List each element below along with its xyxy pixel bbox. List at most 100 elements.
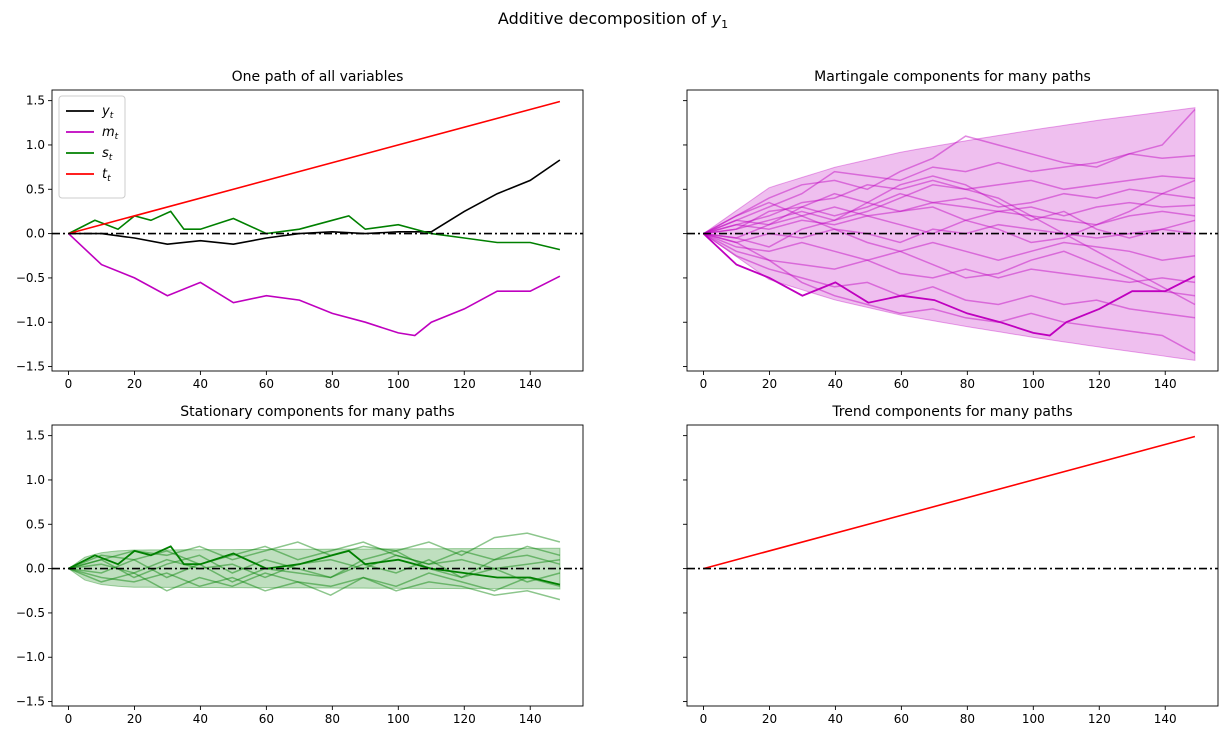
figure-title-sub: 1 <box>721 18 728 31</box>
legend-label: mt <box>102 125 119 142</box>
y-tick-label: 1.5 <box>26 429 45 443</box>
series-line-t <box>703 435 1196 570</box>
sample-path-2 <box>703 153 1195 235</box>
legend-sub: t <box>109 153 113 163</box>
legend-sub: t <box>110 111 114 121</box>
plot-content <box>687 107 1218 361</box>
subplot-1: 0 20 40 60 80 100 120 140 −1.5 −1.0 −0.5 0.0 0.5 1.0 1… <box>16 69 584 391</box>
x-tick-label: 40 <box>193 377 208 391</box>
x-tick-label: 80 <box>960 377 975 391</box>
series-line-s <box>68 210 561 251</box>
x-tick-label: 80 <box>325 377 340 391</box>
x-tick-label: 100 <box>1022 712 1045 726</box>
sample-path-5 <box>703 201 1195 239</box>
legend-var: t <box>102 167 108 182</box>
x-tick-label: 60 <box>259 377 274 391</box>
subplot-2: 0 20 40 60 80 100 120 140 Martingale components … <box>683 69 1219 391</box>
y-tick-label: 0.5 <box>26 517 45 531</box>
x-tick-label: 140 <box>1154 712 1177 726</box>
x-tick-label: 20 <box>127 712 142 726</box>
sample-path-11 <box>703 232 1196 354</box>
y-tick-label: 1.5 <box>26 94 45 108</box>
x-tick-label: 20 <box>762 712 777 726</box>
x-tick-label: 120 <box>1088 377 1111 391</box>
legend-sub: t <box>115 132 119 142</box>
sample-path-3 <box>68 554 561 579</box>
axes-frame <box>51 89 584 372</box>
axes-layer: 0 20 40 60 80 100 120 140 −1.5 −1.0 −0.5 0.0 0.5 1.0 1… <box>16 69 1219 726</box>
x-tick-label: 0 <box>65 377 73 391</box>
x-tick-label: 120 <box>1088 712 1111 726</box>
legend-box <box>58 95 126 199</box>
axes-frame <box>51 424 584 707</box>
subplot-3: 0 20 40 60 80 100 120 140 −1.5 −1.0 −0.5 0.0 0.5 1.0 1… <box>16 404 584 726</box>
y-tick-label: 0.0 <box>26 562 45 576</box>
subplot-title: Trend components for many paths <box>831 404 1072 420</box>
y-tick-label: 0.0 <box>26 227 45 241</box>
plot-area <box>52 425 583 706</box>
subplot-title: Martingale components for many paths <box>814 69 1091 85</box>
x-tick-label: 100 <box>1022 377 1045 391</box>
y-tick-label: 1.0 <box>26 473 45 487</box>
sample-path-6 <box>68 567 561 597</box>
y-tick-label: −0.5 <box>16 606 45 620</box>
x-tick-label: 20 <box>127 377 142 391</box>
y-tick-label: 1.0 <box>26 138 45 152</box>
x-tick-label: 0 <box>700 377 708 391</box>
x-tick-label: 20 <box>762 377 777 391</box>
x-tick-label: 120 <box>453 377 476 391</box>
x-tick-label: 40 <box>828 712 843 726</box>
legend-sub: t <box>107 174 111 184</box>
sample-path-13 <box>703 184 1196 306</box>
x-tick-label: 60 <box>894 712 909 726</box>
x-tick-label: 100 <box>387 712 410 726</box>
legend-var: m <box>102 125 115 140</box>
y-tick-label: −0.5 <box>16 271 45 285</box>
y-tick-label: −1.0 <box>16 650 45 664</box>
series-line-m <box>67 233 561 337</box>
x-tick-label: 0 <box>700 712 708 726</box>
legend-label: st <box>102 146 113 163</box>
x-tick-label: 60 <box>894 377 909 391</box>
sample-path-14 <box>703 201 1196 297</box>
sample-path-9 <box>703 232 1196 284</box>
subplot-title: One path of all variables <box>232 69 404 85</box>
figure-title-main: Additive decomposition of <box>498 9 712 28</box>
legend-var: s <box>102 146 109 161</box>
x-tick-label: 80 <box>960 712 975 726</box>
sample-path-1 <box>703 108 1196 235</box>
x-tick-label: 140 <box>519 712 542 726</box>
plot-area <box>687 90 1218 371</box>
axes-frame <box>686 89 1219 372</box>
figure-title-var: y <box>711 9 722 28</box>
legend-label: tt <box>102 167 111 184</box>
y-tick-label: −1.5 <box>16 360 45 374</box>
plot-content <box>52 532 583 601</box>
sample-path-7 <box>68 550 561 579</box>
legend-label: yt <box>101 104 114 121</box>
series-line-t <box>68 100 561 235</box>
sample-path-3 <box>703 175 1195 235</box>
series-line-y <box>68 159 561 246</box>
x-tick-label: 40 <box>828 377 843 391</box>
axes-frame <box>686 424 1219 707</box>
plot-area <box>687 425 1218 706</box>
sample-path-4 <box>703 188 1196 235</box>
figure-title: Additive decomposition of y1 <box>498 9 728 31</box>
y-tick-label: 0.5 <box>26 182 45 196</box>
x-tick-label: 0 <box>65 712 73 726</box>
sample-path-7 <box>703 223 1196 244</box>
highlight-path <box>68 545 561 586</box>
x-tick-label: 80 <box>325 712 340 726</box>
x-tick-label: 140 <box>1154 377 1177 391</box>
x-tick-label: 60 <box>259 712 274 726</box>
highlight-path <box>702 232 1196 337</box>
sample-path-1 <box>68 532 561 570</box>
sample-path-8 <box>703 232 1196 261</box>
x-tick-label: 140 <box>519 377 542 391</box>
sample-path-15 <box>703 175 1196 239</box>
x-tick-label: 40 <box>193 712 208 726</box>
sample-path-10 <box>703 232 1196 319</box>
plot-area <box>52 90 583 371</box>
